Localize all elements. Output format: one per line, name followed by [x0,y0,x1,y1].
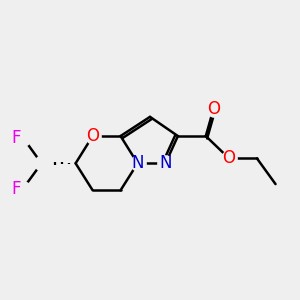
Text: O: O [223,149,236,167]
Text: N: N [159,154,172,172]
Text: N: N [131,154,144,172]
Text: F: F [12,180,21,198]
Text: F: F [12,129,21,147]
Text: O: O [86,127,99,145]
Text: O: O [207,100,220,118]
